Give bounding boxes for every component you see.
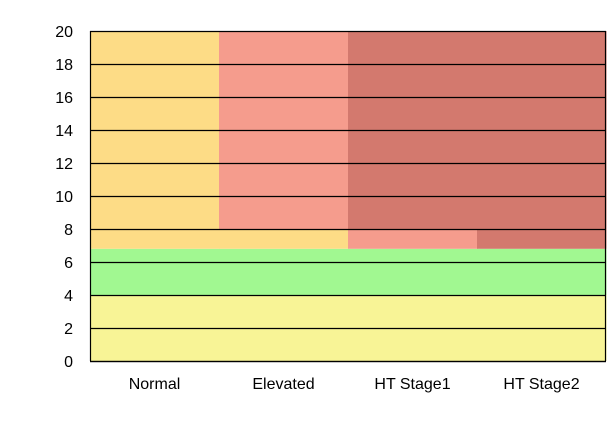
zone-band-upper-ht-stage2-0: [477, 31, 607, 249]
gridlines: [90, 30, 606, 363]
y-tick-labels: 0 2 4 6 8 10 12 14 16 18 20: [55, 24, 73, 371]
y-tick-label-6: 6: [64, 255, 73, 272]
x-tick-label-ht-stage2: HT Stage2: [503, 376, 579, 393]
y-tick-label-14: 14: [55, 123, 73, 140]
zone-band-target-ht-stage2: [477, 248, 607, 295]
y-tick-label-18: 18: [55, 57, 73, 74]
zone-band-target-elevated: [219, 248, 349, 295]
y-tick-label-20: 20: [55, 24, 73, 41]
x-tick-label-ht-stage1: HT Stage1: [374, 376, 450, 393]
x-tick-labels: Normal Elevated HT Stage1 HT Stage2: [129, 376, 580, 393]
y-tick-label-16: 16: [55, 90, 73, 107]
y-tick-label-0: 0: [64, 354, 73, 371]
x-tick-label-elevated: Elevated: [252, 376, 314, 393]
y-tick-label-4: 4: [64, 288, 73, 305]
zone-band-upper-elevated-0: [219, 229, 349, 249]
x-tick-label-normal: Normal: [129, 376, 181, 393]
y-tick-label-12: 12: [55, 156, 73, 173]
zone-band-upper-normal-0: [90, 31, 220, 249]
y-tick-label-2: 2: [64, 321, 73, 338]
y-tick-label-8: 8: [64, 222, 73, 239]
zone-band-upper-ht-stage1-0: [348, 229, 478, 249]
axes: [89, 31, 607, 363]
y-tick-label-10: 10: [55, 189, 73, 206]
zone-band-target-normal: [90, 248, 220, 295]
zone-band-target-ht-stage1: [348, 248, 478, 295]
